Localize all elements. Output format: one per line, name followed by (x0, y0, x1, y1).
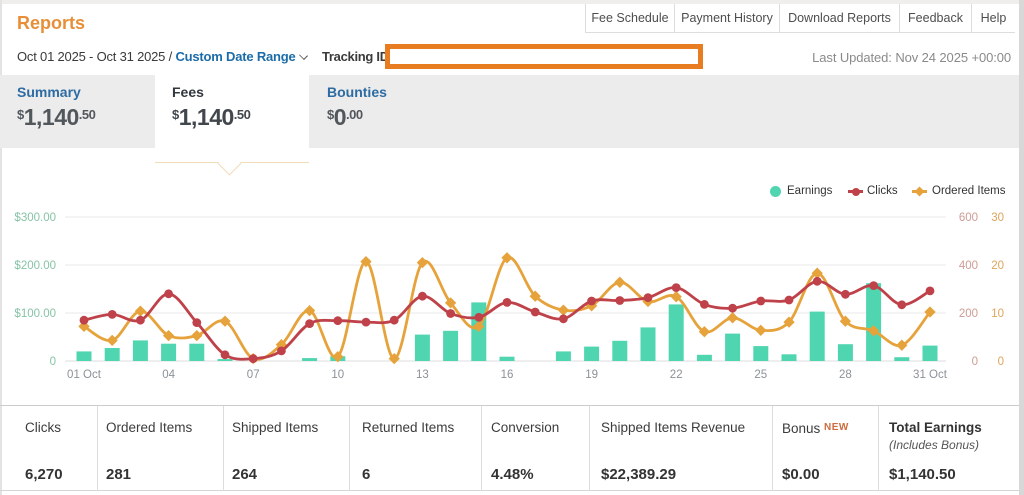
svg-text:28: 28 (839, 369, 852, 381)
svg-text:0: 0 (972, 356, 978, 368)
svg-text:0: 0 (50, 356, 56, 368)
svg-text:$200.00: $200.00 (14, 260, 56, 272)
svg-text:20: 20 (991, 260, 1004, 272)
svg-text:30: 30 (991, 212, 1004, 224)
svg-text:19: 19 (585, 369, 598, 381)
svg-text:22: 22 (670, 369, 683, 381)
svg-text:01 Oct: 01 Oct (67, 369, 102, 381)
svg-text:25: 25 (754, 369, 767, 381)
svg-text:600: 600 (959, 212, 978, 224)
svg-text:07: 07 (247, 369, 260, 381)
svg-text:400: 400 (959, 260, 978, 272)
svg-text:$300.00: $300.00 (14, 212, 56, 224)
svg-text:04: 04 (162, 369, 175, 381)
svg-text:13: 13 (416, 369, 429, 381)
svg-text:31 Oct: 31 Oct (913, 369, 948, 381)
svg-text:0: 0 (998, 356, 1004, 368)
svg-text:10: 10 (331, 369, 344, 381)
svg-text:200: 200 (959, 308, 978, 320)
svg-text:10: 10 (991, 308, 1004, 320)
svg-text:$100.00: $100.00 (14, 308, 56, 320)
svg-text:16: 16 (501, 369, 514, 381)
